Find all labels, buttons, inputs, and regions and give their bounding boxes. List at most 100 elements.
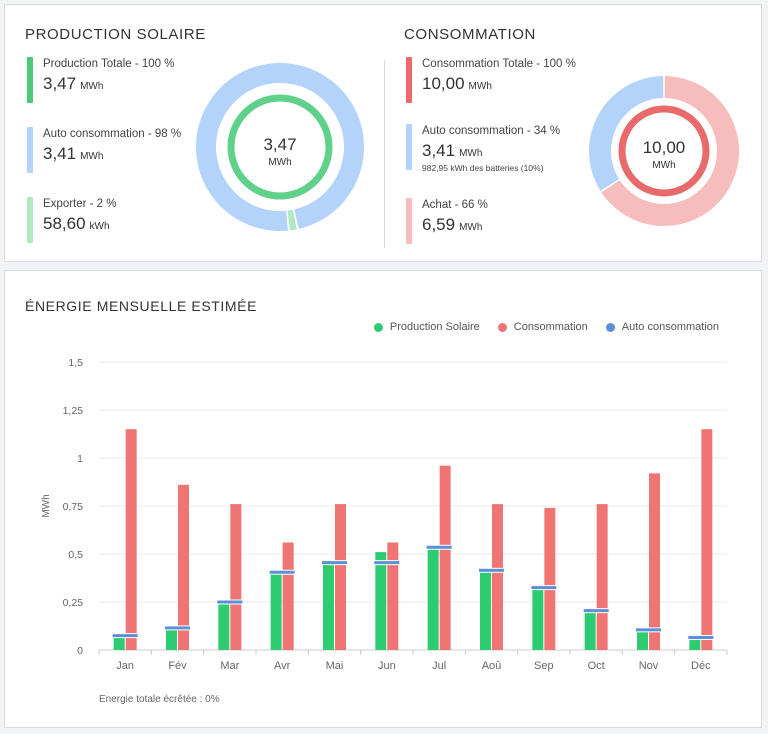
consumption-total-value: 10,00 [422,74,465,93]
bar-production-10 [637,628,648,650]
solar-selfconsumption-color-bar [27,127,33,173]
solar-donut-inner-ring [227,94,333,200]
legend-item-self-consumption[interactable]: Auto consommation [605,321,719,333]
solar-selfconsumption-unit: MWh [80,151,104,162]
x-tick-label: Jun [378,660,396,672]
marker-self-consumption-9 [583,609,609,613]
bar-consumption-10 [649,473,660,650]
consumption-donut-slice-0 [601,76,739,226]
x-tick-label: Déc [691,660,711,672]
marker-self-consumption-1 [165,626,190,630]
consumption-selfconsumption-unit: MWh [459,148,483,159]
marker-self-consumption-0 [112,634,138,638]
bar-consumption-5 [387,542,399,650]
section-divider [384,60,385,248]
y-tick-label: 0 [77,645,83,657]
bar-production-0 [113,634,125,650]
solar-total-color-bar [27,57,33,103]
x-tick-label: Jul [432,660,446,672]
y-tick-label: 0,75 [63,501,84,513]
x-tick-label: Aoû [482,660,502,672]
marker-self-consumption-4 [322,561,347,565]
bar-consumption-9 [596,504,608,650]
consumption-selfconsumption-label: Auto consommation - 34 % [422,125,561,137]
y-axis-label: MWh [41,494,52,517]
solar-export-value: 58,60 [43,214,86,233]
solar-donut-value: 3,47 [263,135,297,154]
solar-total-unit: MWh [80,81,104,92]
bar-consumption-3 [282,542,294,650]
consumption-purchase-unit: MWh [459,222,483,233]
bar-production-6 [427,546,439,650]
consumption-total-label: Consommation Totale - 100 % [422,58,576,70]
chart-title: ÉNERGIE MENSUELLE ESTIMÉE [25,298,258,314]
marker-self-consumption-8 [531,586,557,590]
monthly-energy-card: ÉNERGIE MENSUELLE ESTIMÉE Production Sol… [4,270,762,728]
marker-self-consumption-3 [269,570,295,574]
consumption-donut-inner-ring [618,105,710,197]
marker-self-consumption-7 [479,568,504,572]
bar-consumption-0 [125,429,137,650]
y-tick-label: 0,25 [63,597,84,609]
consumption-donut-value: 10,00 [642,138,686,157]
solar-selfconsumption-label: Auto consommation - 98 % [43,128,182,140]
bar-consumption-2 [230,504,242,650]
consumption-purchase-color-bar [406,198,412,244]
legend-label-consumption: Consommation [513,321,588,333]
consumption-donut-center: 10,00 MWh [614,138,714,171]
consumption-purchase-value: 6,59 [422,215,456,234]
solar-donut-center: 3,47 MWh [230,135,330,168]
x-tick-label: Oct [588,660,605,672]
x-tick-label: Avr [274,660,291,672]
solar-donut-chart [196,62,365,231]
marker-self-consumption-5 [374,561,400,565]
solar-production-title: PRODUCTION SOLAIRE [25,26,206,43]
bar-production-4 [323,561,334,650]
solar-total-value: 3,47 [43,74,77,93]
solar-total-label: Production Totale - 100 % [43,58,175,70]
legend-item-solar-production[interactable]: Production Solaire [373,321,480,333]
bar-production-9 [584,609,596,650]
bar-production-5 [375,552,387,650]
bar-consumption-4 [335,504,346,650]
solar-selfconsumption-value: 3,41 [43,144,77,163]
marker-self-consumption-6 [426,545,452,549]
bar-production-2 [218,600,230,650]
consumption-selfconsumption-value: 3,41 [422,141,456,160]
bar-consumption-1 [178,484,189,650]
clipped-energy-note: Energie totale écrêtée : 0% [99,694,220,705]
chart-legend: Production Solaire Consommation Auto con… [373,321,719,333]
y-tick-label: 1,25 [63,405,84,417]
bar-production-1 [166,626,177,650]
consumption-donut-slice-1 [589,76,664,191]
x-tick-label: Mar [220,660,239,672]
consumption-total-color-bar [406,57,412,103]
consumption-total-unit: MWh [468,81,492,92]
x-tick-label: Mai [326,660,344,672]
bar-production-7 [480,569,491,650]
solar-export-label: Exporter - 2 % [43,198,117,210]
legend-dot-solar-production [373,322,383,332]
bar-production-3 [270,571,282,650]
legend-item-consumption[interactable]: Consommation [497,321,588,333]
solar-donut-unit: MWh [268,157,292,168]
bar-production-8 [532,586,544,650]
energy-summary-card: PRODUCTION SOLAIRE Production Totale - 1… [4,4,762,262]
bar-production-11 [689,636,701,650]
consumption-title: CONSOMMATION [404,26,536,43]
consumption-donut-unit: MWh [652,160,676,171]
bar-consumption-8 [544,507,556,650]
marker-self-consumption-2 [217,600,243,604]
legend-dot-self-consumption [605,322,615,332]
legend-label-self-consumption: Auto consommation [621,321,719,333]
bar-consumption-6 [439,465,451,650]
x-tick-label: Jan [116,660,134,672]
legend-label-solar-production: Production Solaire [389,321,480,333]
y-tick-label: 1 [77,453,83,465]
bar-consumption-11 [701,429,713,650]
bar-consumption-7 [492,504,503,650]
consumption-purchase-label: Achat - 66 % [422,199,488,211]
legend-dot-consumption [497,322,507,332]
x-tick-label: Fév [168,660,187,672]
battery-note: 982,95 kWh des batteries (10%) [422,163,544,173]
